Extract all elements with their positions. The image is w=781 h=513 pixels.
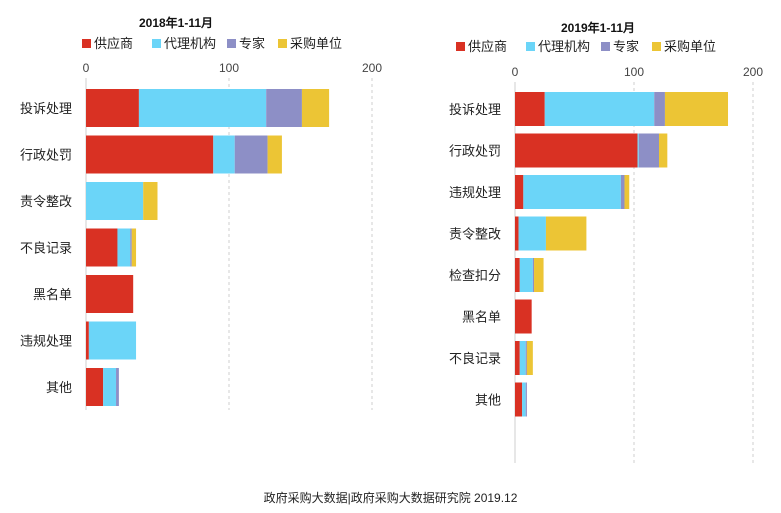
legend-swatch-3: [278, 39, 287, 48]
bar-segment: [130, 228, 132, 267]
bar-segment: [658, 133, 668, 168]
x-tick-label: 0: [83, 61, 90, 75]
x-tick-label: 100: [624, 65, 644, 79]
bar-segment: [515, 299, 532, 334]
legend-label: 供应商: [94, 36, 133, 51]
bar-segment: [534, 258, 544, 292]
x-tick-label: 200: [362, 61, 382, 75]
legend-swatch-2: [227, 39, 236, 48]
bar-segment: [522, 382, 526, 417]
bar-segment: [654, 92, 665, 126]
legend-label: 采购单位: [664, 39, 716, 54]
bar-segment: [519, 258, 533, 292]
category-label: 投诉处理: [449, 102, 501, 117]
bar-segment: [515, 175, 524, 209]
legend-label: 代理机构: [538, 39, 590, 54]
category-label: 责令整改: [449, 227, 501, 242]
bar-segment: [525, 382, 527, 417]
bar-segment: [86, 275, 134, 313]
bar-segment: [515, 258, 520, 292]
bar-segment: [525, 341, 527, 375]
category-label: 行政处罚: [449, 144, 501, 159]
bar-segment: [620, 175, 625, 209]
bar-segment: [523, 175, 621, 209]
legend-swatch-0: [456, 42, 465, 51]
legend-swatch-2: [601, 42, 610, 51]
bar-segment: [234, 135, 268, 174]
bar-segment: [664, 92, 729, 126]
bar-segment: [86, 135, 214, 174]
x-tick-label: 200: [743, 65, 763, 79]
bar-segment: [86, 89, 139, 127]
chart-title: 2019年1-11月: [561, 20, 635, 35]
chart-title: 2018年1-11月: [139, 15, 213, 30]
category-label: 其他: [475, 393, 501, 408]
legend-label: 专家: [613, 39, 639, 54]
category-label: 其他: [46, 380, 72, 395]
category-label: 责令整改: [20, 194, 72, 209]
legend-label: 采购单位: [290, 36, 342, 51]
bar-segment: [143, 182, 158, 220]
legend-label: 专家: [239, 36, 265, 51]
bar-segment: [515, 133, 638, 168]
bar-segment: [515, 341, 520, 375]
bar-segment: [131, 228, 137, 267]
bar-segment: [301, 89, 330, 127]
bar-segment: [532, 258, 535, 292]
category-label: 不良记录: [20, 241, 72, 256]
legend-label: 代理机构: [164, 36, 216, 51]
legend-label: 供应商: [468, 39, 507, 54]
legend-swatch-3: [652, 42, 661, 51]
legend-swatch-1: [152, 39, 161, 48]
bar-segment: [267, 135, 282, 174]
bar-segment: [116, 368, 119, 406]
legend-swatch-1: [526, 42, 535, 51]
bar-segment: [266, 89, 302, 127]
category-label: 违规处理: [20, 334, 72, 349]
bar-segment: [86, 321, 89, 360]
x-tick-label: 0: [512, 65, 519, 79]
legend-swatch-0: [82, 39, 91, 48]
bar-segment: [515, 92, 545, 126]
category-label: 不良记录: [449, 351, 501, 366]
category-label: 检查扣分: [449, 268, 501, 283]
bar-segment: [103, 368, 117, 406]
bar-segment: [519, 341, 526, 375]
bar-segment: [86, 182, 144, 220]
bar-segment: [117, 228, 131, 267]
bar-segment: [545, 216, 587, 251]
bar-segment: [515, 216, 519, 251]
bar-segment: [515, 382, 523, 417]
category-label: 投诉处理: [20, 101, 72, 116]
category-label: 行政处罚: [20, 148, 72, 163]
category-label: 黑名单: [33, 287, 72, 302]
category-label: 违规处理: [449, 185, 501, 200]
bar-segment: [138, 89, 267, 127]
bar-segment: [544, 92, 655, 126]
bar-segment: [213, 135, 235, 174]
bar-segment: [86, 228, 118, 267]
bar-segment: [86, 368, 104, 406]
category-label: 黑名单: [462, 310, 501, 325]
source-note: 政府采购大数据|政府采购大数据研究院 2019.12: [263, 491, 518, 505]
bar-segment: [88, 321, 137, 360]
bar-segment: [624, 175, 630, 209]
bar-segment: [638, 133, 659, 168]
bar-segment: [637, 133, 639, 168]
bar-segment: [526, 341, 533, 375]
bar-segment: [518, 216, 546, 251]
x-tick-label: 100: [219, 61, 239, 75]
